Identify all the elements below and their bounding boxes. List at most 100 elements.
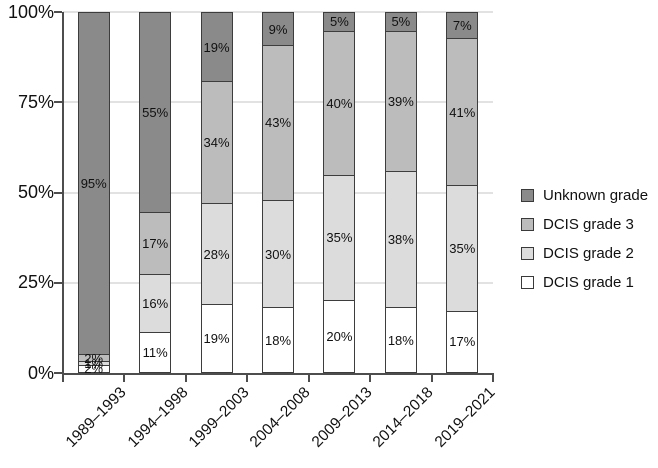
segment-DCIS grade 3: 39% xyxy=(385,30,416,171)
segment-value-label: 17% xyxy=(449,334,476,350)
x-tick-7 xyxy=(492,375,494,382)
segment-DCIS grade 1: 20% xyxy=(324,300,355,372)
segment-value-label: 1% xyxy=(84,356,104,372)
x-tick-6 xyxy=(430,375,433,382)
x-tick-label-2014–2018: 2014–2018 xyxy=(369,384,437,451)
segment-value-label: 18% xyxy=(387,332,414,348)
segment-value-label: 7% xyxy=(452,18,472,34)
segment-Unknown grade: 9% xyxy=(263,13,293,46)
y-tick-100 xyxy=(54,11,62,13)
segment-Unknown grade: 95% xyxy=(78,13,109,355)
segment-DCIS grade 1: 2% xyxy=(78,361,109,377)
segment-value-label: 11% xyxy=(142,345,168,361)
chart-legend: Unknown grade DCIS grade 3 DCIS grade 2 DCI… xyxy=(521,181,648,297)
segment-DCIS grade 2: 30% xyxy=(263,199,293,308)
x-tick-label-1989–1993: 1989–1993 xyxy=(62,384,130,451)
segment-DCIS grade 3: 2% xyxy=(78,352,109,365)
bar-2019–2021: 7% 41% 35% 17% xyxy=(446,12,479,373)
y-tick-label-50: 50% xyxy=(17,182,54,202)
legend-label: DCIS grade 2 xyxy=(543,245,634,262)
y-tick-0 xyxy=(54,372,62,374)
segment-DCIS grade 1: 17% xyxy=(447,310,478,372)
x-tick-4 xyxy=(307,375,310,382)
x-tick-label-2009–2013: 2009–2013 xyxy=(308,384,376,451)
segment-value-label: 20% xyxy=(326,329,353,345)
segment-value-label: 18% xyxy=(264,332,292,348)
legend-swatch-icon xyxy=(521,247,534,260)
x-tick-label-2019–2021: 2019–2021 xyxy=(431,384,499,451)
segment-value-label: 43% xyxy=(264,115,292,131)
segment-DCIS grade 1: 19% xyxy=(201,303,232,372)
legend-item-Unknown grade: Unknown grade xyxy=(521,181,648,210)
segment-DCIS grade 3: 41% xyxy=(447,38,478,186)
segment-DCIS grade 2: 35% xyxy=(447,185,478,311)
bar-1994–1998: 55% 17% 16% 11% xyxy=(139,12,172,373)
segment-DCIS grade 1: 18% xyxy=(385,307,416,372)
segment-DCIS grade 2: 28% xyxy=(201,203,232,304)
segment-value-label: 5% xyxy=(391,14,411,30)
legend-label: DCIS grade 3 xyxy=(543,216,634,233)
x-tick-label-2004–2008: 2004–2008 xyxy=(247,384,315,451)
segment-DCIS grade 2: 1% xyxy=(78,357,109,370)
bar-1989–1993: 95% 2% 1% 2% xyxy=(77,12,110,377)
segment-value-label: 55% xyxy=(142,105,169,121)
segment-value-label: 19% xyxy=(203,39,230,55)
x-tick-5 xyxy=(369,375,372,382)
x-tick-label-1994–1998: 1994–1998 xyxy=(124,384,192,451)
segment-Unknown grade: 19% xyxy=(201,13,232,82)
segment-Unknown grade: 7% xyxy=(447,13,478,39)
segment-value-label: 16% xyxy=(142,296,169,312)
segment-value-label: 41% xyxy=(449,104,476,120)
x-axis-line xyxy=(62,373,494,375)
segment-DCIS grade 3: 40% xyxy=(324,30,355,175)
legend-item-DCIS grade 1: DCIS grade 1 xyxy=(521,268,648,297)
y-tick-label-0: 0% xyxy=(27,362,54,383)
x-tick-label-1999–2003: 1999–2003 xyxy=(185,384,253,451)
segment-value-label: 17% xyxy=(142,236,169,252)
legend-swatch-icon xyxy=(521,189,534,202)
segment-Unknown grade: 5% xyxy=(324,13,355,31)
segment-Unknown grade: 55% xyxy=(140,13,171,213)
bar-2009–2013: 5% 40% 35% 20% xyxy=(323,12,356,373)
x-tick-2 xyxy=(184,375,187,382)
y-tick-label-100: 100% xyxy=(7,1,54,22)
bar-1999–2003: 19% 34% 28% 19% xyxy=(200,12,233,373)
segment-value-label: 5% xyxy=(330,14,349,30)
segment-value-label: 2% xyxy=(84,350,104,366)
y-axis-line xyxy=(62,12,64,375)
y-tick-label-25: 25% xyxy=(17,272,54,293)
bar-2004–2008: 9% 43% 30% 18% xyxy=(262,12,294,373)
segment-value-label: 35% xyxy=(449,241,476,257)
segment-DCIS grade 3: 43% xyxy=(263,45,293,200)
legend-label: DCIS grade 1 xyxy=(543,274,634,291)
segment-DCIS grade 1: 18% xyxy=(263,307,293,372)
legend-swatch-icon xyxy=(521,276,534,289)
segment-value-label: 30% xyxy=(264,246,292,262)
bar-2014–2018: 5% 39% 38% 18% xyxy=(384,12,417,373)
x-tick-1 xyxy=(123,375,126,382)
legend-item-DCIS grade 3: DCIS grade 3 xyxy=(521,210,648,239)
y-tick-25 xyxy=(54,281,62,284)
segment-value-label: 38% xyxy=(387,232,414,248)
segment-DCIS grade 2: 16% xyxy=(140,274,171,333)
segment-DCIS grade 1: 11% xyxy=(140,332,171,372)
segment-value-label: 95% xyxy=(80,176,107,192)
segment-value-label: 19% xyxy=(203,330,230,346)
y-tick-label-75: 75% xyxy=(17,91,54,112)
y-tick-75 xyxy=(54,101,62,104)
segment-DCIS grade 3: 34% xyxy=(201,81,232,204)
segment-value-label: 34% xyxy=(203,135,230,151)
x-tick-0 xyxy=(62,375,64,382)
segment-value-label: 9% xyxy=(268,21,288,37)
legend-swatch-icon xyxy=(521,218,534,231)
segment-value-label: 2% xyxy=(84,361,104,377)
legend-label: Unknown grade xyxy=(543,187,649,204)
y-tick-50 xyxy=(54,191,62,194)
segment-value-label: 35% xyxy=(326,230,353,246)
segment-Unknown grade: 5% xyxy=(385,13,416,31)
segment-DCIS grade 2: 35% xyxy=(324,174,355,301)
x-tick-3 xyxy=(246,375,249,382)
segment-DCIS grade 3: 17% xyxy=(140,212,171,275)
segment-DCIS grade 2: 38% xyxy=(385,170,416,308)
